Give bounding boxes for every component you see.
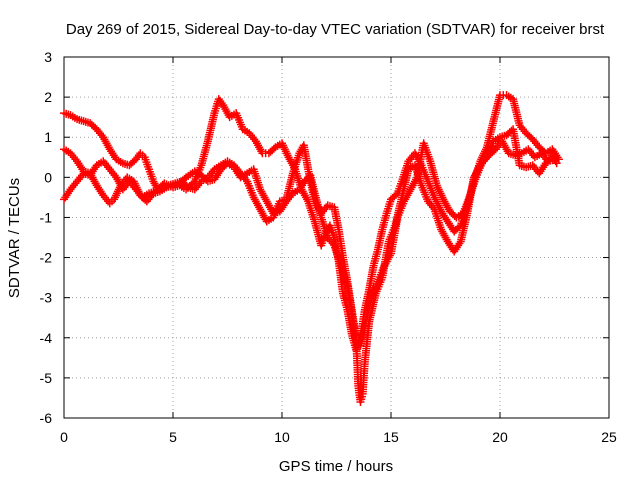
y-tick-label: -3 (40, 290, 53, 306)
x-tick-label: 15 (383, 429, 399, 445)
x-tick-label: 5 (169, 429, 177, 445)
y-axis: -6 -5 -4 -3 -2 -1 0 1 2 3 (40, 49, 609, 426)
x-tick-label: 0 (60, 429, 68, 445)
x-tick-label: 25 (601, 429, 617, 445)
x-axis: 0 5 10 15 20 25 (60, 57, 617, 445)
data-points (60, 91, 563, 406)
series-1 (60, 91, 563, 354)
chart-title: Day 269 of 2015, Sidereal Day-to-day VTE… (66, 21, 605, 38)
x-tick-label: 10 (274, 429, 290, 445)
y-tick-label: 1 (44, 129, 52, 145)
series-3 (60, 125, 561, 406)
y-tick-label: -1 (40, 209, 53, 225)
data-point (552, 159, 561, 168)
y-axis-label: SDTVAR / TECUs (6, 178, 23, 298)
y-tick-label: -6 (40, 410, 53, 426)
y-tick-label: -5 (40, 370, 53, 386)
plot-frame (63, 56, 610, 419)
y-tick-label: -2 (40, 250, 53, 266)
x-axis-label: GPS time / hours (279, 458, 393, 475)
x-tick-label: 20 (492, 429, 508, 445)
y-tick-label: 2 (44, 89, 52, 105)
y-tick-label: 0 (44, 169, 52, 185)
y-tick-label: 3 (44, 49, 52, 65)
y-tick-label: -4 (40, 330, 53, 346)
